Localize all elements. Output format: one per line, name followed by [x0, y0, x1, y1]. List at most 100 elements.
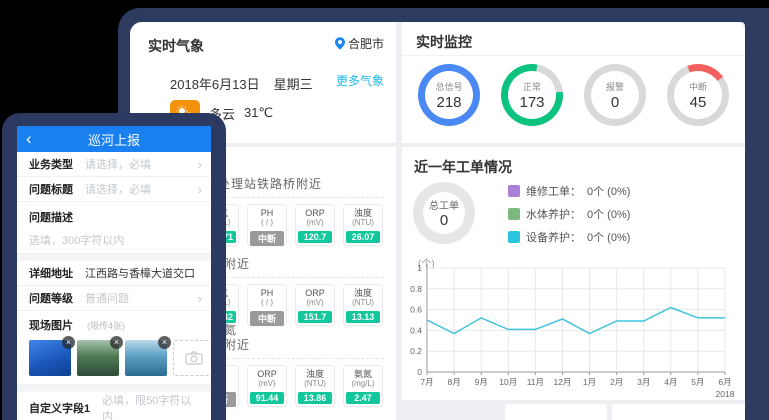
legend-swatch	[508, 231, 520, 243]
svg-text:4月: 4月	[664, 377, 677, 387]
monitor-ring-value: 45	[689, 93, 707, 111]
issue-title-label: 问题标题	[29, 184, 73, 196]
issue-title-row[interactable]: 问题标题 请选择，必填 ›	[17, 177, 211, 202]
metric-card: ORP (mV) 151.7	[295, 284, 335, 326]
metric-value-badge: 91.44	[250, 392, 284, 404]
svg-text:1: 1	[417, 263, 422, 273]
legend-row: 设备养护： 0个 (0%)	[508, 229, 630, 245]
metric-value-badge: 120.7	[298, 231, 332, 243]
site-photo-0[interactable]: ×	[29, 336, 75, 376]
legend-value: 0个 (0%)	[587, 232, 631, 244]
close-icon[interactable]: ×	[62, 336, 75, 349]
location-selector[interactable]: 合肥市	[334, 35, 384, 52]
date-text: 2018年6月13日	[170, 77, 260, 92]
metric-value-badge: 151.7	[298, 311, 332, 323]
issue-description-field[interactable]: 问题描述 选填，300字符以内	[17, 202, 211, 254]
metric-card: ORP (mV) 91.44	[247, 365, 287, 407]
location-label: 合肥市	[347, 37, 384, 51]
svg-text:0.6: 0.6	[410, 305, 422, 315]
station-name: 处理站铁路桥附近	[218, 177, 323, 191]
issue-level-value: 普通问题	[85, 293, 129, 305]
weather-card-title: 实时气象	[148, 38, 204, 54]
metric-unit: (mV)	[306, 218, 324, 227]
svg-text:0.2: 0.2	[410, 346, 422, 356]
weather-date: 2018年6月13日 星期三	[170, 74, 313, 93]
issue-level-label: 问题等级	[29, 293, 73, 305]
site-photos-hint: (限传4张)	[87, 321, 125, 331]
close-icon[interactable]: ×	[110, 336, 123, 349]
custom-field-1-row[interactable]: 自定义字段1 必填，限50字符以内	[17, 392, 211, 420]
address-row[interactable]: 详细地址 江西路与香樟大道交口	[17, 261, 211, 286]
svg-text:2月: 2月	[610, 377, 623, 387]
issue-level-row[interactable]: 问题等级 普通问题 ›	[17, 286, 211, 311]
business-type-row[interactable]: 业务类型 请选择，必填 ›	[17, 152, 211, 177]
dashboard: 实时气象 合肥市 2018年6月13日 星期三 更多气象	[130, 22, 745, 420]
metric-unit: (NTU)	[352, 298, 374, 307]
monitor-ring-1: 正常 173	[501, 64, 563, 126]
site-photos-header: 现场图片 (限传4张)	[29, 317, 199, 333]
metric-value-badge: 13.86	[298, 392, 332, 404]
address-label: 详细地址	[29, 268, 73, 280]
business-type-placeholder: 请选择，必填	[85, 159, 151, 171]
more-weather-link[interactable]: 更多气象	[335, 74, 384, 88]
weather-temperature: 31℃	[244, 105, 274, 120]
metric-label: 浊度	[353, 288, 372, 298]
workorder-card-title: 近一年工单情况	[414, 159, 512, 175]
svg-text:0: 0	[417, 367, 422, 377]
metric-card: PH( / ) 中断	[247, 204, 287, 246]
monitor-ring-3: 中断 45	[667, 64, 729, 126]
monitor-ring-inner: 中断 45	[674, 71, 722, 119]
metric-unit: ( / )	[261, 218, 273, 227]
site-photo-2[interactable]: ×	[125, 336, 171, 376]
issue-title-placeholder: 请选择，必填	[85, 184, 151, 196]
site-photo-1[interactable]: ×	[77, 336, 123, 376]
monitor-card-header: 实时监控	[402, 22, 745, 56]
metric-label: ORP	[257, 369, 277, 379]
legend-value: 0个 (0%)	[587, 186, 631, 198]
metric-card: ORP (mV) 120.7	[295, 204, 335, 246]
metric-label: 浊度	[305, 369, 324, 379]
business-type-label: 业务类型	[29, 159, 73, 171]
monitor-ring-inner: 正常 173	[508, 71, 556, 119]
camera-icon	[185, 351, 203, 365]
monitor-card: 实时监控 总信号 218 正常 173 报警 0 中断 45	[402, 22, 745, 143]
monitor-ring-label: 正常	[522, 81, 541, 92]
monitor-ring-label: 总信号	[435, 81, 463, 92]
svg-text:10月: 10月	[499, 377, 517, 387]
weather-card: 实时气象 合肥市 2018年6月13日 星期三 更多气象	[130, 22, 396, 143]
metric-label: 浊度	[353, 208, 372, 218]
back-button[interactable]: ‹	[26, 127, 32, 151]
phone-frame: ‹ 巡河上报 业务类型 请选择，必填 › 问题标题 请选择，必填 › 问题描述 …	[2, 113, 226, 420]
svg-text:11月: 11月	[527, 377, 544, 387]
svg-text:9月: 9月	[475, 377, 488, 387]
legend-label: 设备养护：	[526, 232, 581, 244]
metric-value-badge: 2.47	[346, 392, 380, 404]
workorder-legend: 维修工单： 0个 (0%) 水体养护： 0个 (0%) 设备养护： 0个 (0%)	[508, 183, 630, 252]
chevron-right-icon: ›	[197, 290, 202, 306]
close-icon[interactable]: ×	[158, 336, 171, 349]
metric-label: PH	[260, 208, 274, 218]
add-photo-button[interactable]	[173, 340, 211, 376]
metric-label: PH	[260, 288, 274, 298]
legend-value: 0个 (0%)	[587, 209, 631, 221]
location-pin-icon	[334, 37, 345, 50]
site-photos-label: 现场图片	[29, 320, 73, 332]
legend-swatch	[508, 185, 520, 197]
monitor-ring-value: 173	[519, 93, 545, 111]
bottom-partial-card-left	[505, 404, 607, 420]
metric-card: 浊度 (NTU) 13.13	[343, 284, 383, 326]
metric-value-badge: 13.13	[346, 311, 380, 323]
metric-label: 氨氮	[353, 369, 372, 379]
metric-unit: (mV)	[258, 379, 276, 388]
chart-y-axis-label: (个)	[418, 259, 435, 270]
issue-description-label: 问题描述	[29, 212, 73, 224]
chevron-right-icon: ›	[197, 156, 202, 172]
monitor-ring-label: 中断	[688, 81, 707, 92]
svg-text:6月: 6月	[718, 377, 731, 387]
svg-text:0.8: 0.8	[410, 284, 422, 294]
tablet-frame: 实时气象 合肥市 2018年6月13日 星期三 更多气象	[118, 8, 769, 420]
phone-screen: ‹ 巡河上报 业务类型 请选择，必填 › 问题标题 请选择，必填 › 问题描述 …	[17, 126, 211, 420]
metric-card: 氨氮 (mg/L) 2.47	[343, 365, 383, 407]
svg-text:3月: 3月	[637, 377, 650, 387]
bottom-partial-card-right	[612, 404, 745, 420]
